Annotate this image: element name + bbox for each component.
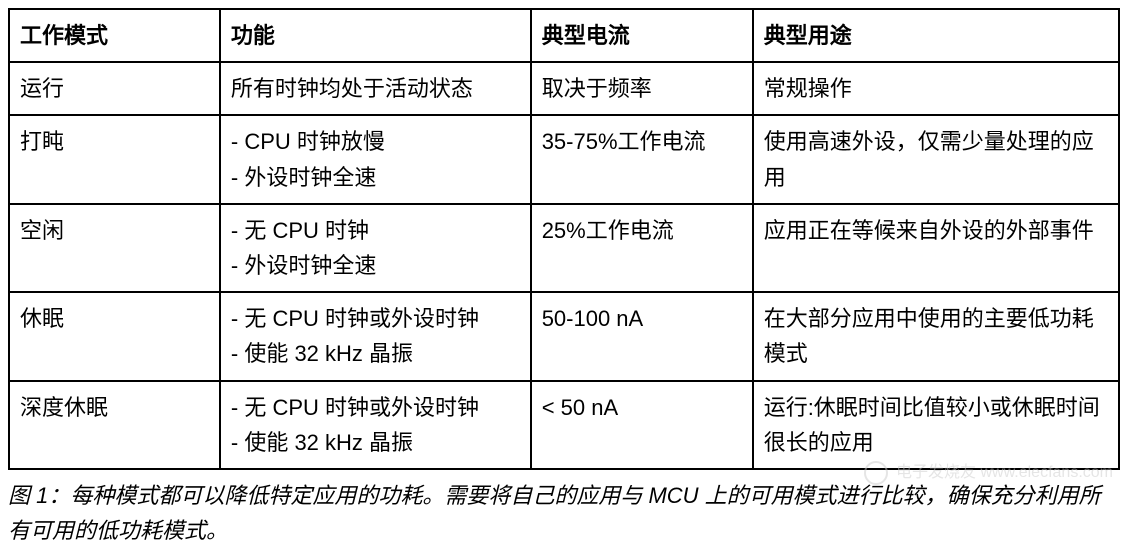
- table-row: 休眠 - 无 CPU 时钟或外设时钟 - 使能 32 kHz 晶振 50-100…: [9, 292, 1119, 380]
- cell-mode: 打盹: [9, 115, 220, 203]
- cell-function: - CPU 时钟放慢 - 外设时钟全速: [220, 115, 531, 203]
- cell-mode: 运行: [9, 62, 220, 115]
- cell-current: 取决于频率: [531, 62, 753, 115]
- figure-caption: 图 1：每种模式都可以降低特定应用的功耗。需要将自己的应用与 MCU 上的可用模…: [8, 478, 1120, 548]
- table-header-row: 工作模式 功能 典型电流 典型用途: [9, 9, 1119, 62]
- table-row: 深度休眠 - 无 CPU 时钟或外设时钟 - 使能 32 kHz 晶振 < 50…: [9, 381, 1119, 469]
- header-usage: 典型用途: [753, 9, 1119, 62]
- cell-current: 50-100 nA: [531, 292, 753, 380]
- cell-usage: 运行:休眠时间比值较小或休眠时间很长的应用: [753, 381, 1119, 469]
- cell-function: - 无 CPU 时钟或外设时钟 - 使能 32 kHz 晶振: [220, 292, 531, 380]
- cell-function: - 无 CPU 时钟或外设时钟 - 使能 32 kHz 晶振: [220, 381, 531, 469]
- header-function: 功能: [220, 9, 531, 62]
- cell-function: - 无 CPU 时钟 - 外设时钟全速: [220, 204, 531, 292]
- cell-usage: 使用高速外设，仅需少量处理的应用: [753, 115, 1119, 203]
- header-current: 典型电流: [531, 9, 753, 62]
- cell-mode: 休眠: [9, 292, 220, 380]
- power-modes-table: 工作模式 功能 典型电流 典型用途 运行 所有时钟均处于活动状态 取决于频率 常…: [8, 8, 1120, 470]
- header-mode: 工作模式: [9, 9, 220, 62]
- cell-usage: 在大部分应用中使用的主要低功耗模式: [753, 292, 1119, 380]
- table-row: 运行 所有时钟均处于活动状态 取决于频率 常规操作: [9, 62, 1119, 115]
- table-row: 打盹 - CPU 时钟放慢 - 外设时钟全速 35-75%工作电流 使用高速外设…: [9, 115, 1119, 203]
- table-row: 空闲 - 无 CPU 时钟 - 外设时钟全速 25%工作电流 应用正在等候来自外…: [9, 204, 1119, 292]
- cell-usage: 应用正在等候来自外设的外部事件: [753, 204, 1119, 292]
- cell-current: < 50 nA: [531, 381, 753, 469]
- cell-current: 25%工作电流: [531, 204, 753, 292]
- cell-mode: 深度休眠: [9, 381, 220, 469]
- cell-usage: 常规操作: [753, 62, 1119, 115]
- cell-current: 35-75%工作电流: [531, 115, 753, 203]
- cell-function: 所有时钟均处于活动状态: [220, 62, 531, 115]
- cell-mode: 空闲: [9, 204, 220, 292]
